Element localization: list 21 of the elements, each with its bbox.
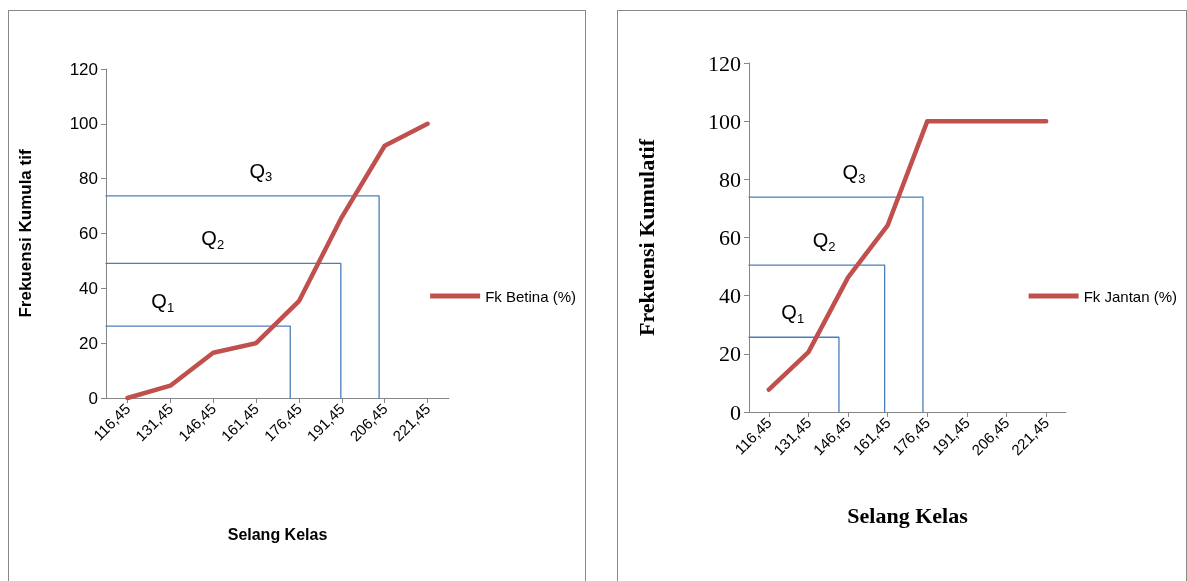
legend-label: Fk Betina (%)	[485, 287, 576, 305]
y-tick-label: 60	[79, 224, 98, 243]
line-series	[766, 118, 1049, 392]
y-tick-label: 80	[719, 166, 741, 192]
y-axis-title: Frekuensi Kumula tif	[16, 149, 35, 318]
y-tick-label: 40	[79, 278, 98, 298]
x-axis-title: Selang Kelas	[227, 525, 328, 543]
y-tick-label: 120	[708, 50, 741, 76]
y-tick-label: 20	[719, 341, 741, 367]
y-tick-label: 60	[719, 225, 741, 250]
x-axis-title: Selang Kelas	[847, 502, 969, 528]
y-tick-label: 0	[88, 388, 98, 408]
y-tick-label: 120	[69, 59, 98, 79]
y-tick-label: 20	[79, 333, 98, 353]
y-axis-title: Frekuensi Kumulatif	[633, 138, 659, 337]
y-tick-label: 100	[69, 114, 98, 134]
line-series	[125, 121, 430, 401]
legend-label: Fk Jantan (%)	[1083, 287, 1178, 305]
y-tick-label: 100	[708, 108, 741, 134]
y-tick-label: 40	[719, 283, 741, 309]
y-tick-label: 80	[79, 169, 98, 189]
